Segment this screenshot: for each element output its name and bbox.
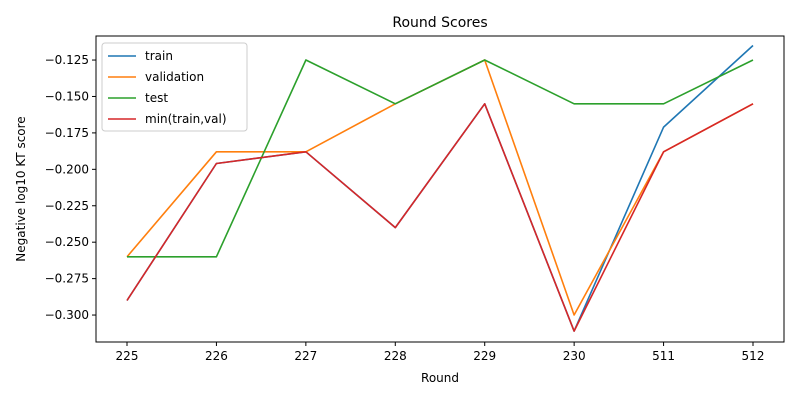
x-tick-label: 225 bbox=[116, 349, 139, 363]
x-axis: 225 226 227 228 229 230 511 512 bbox=[116, 342, 765, 363]
y-tick-label: −0.225 bbox=[45, 199, 89, 213]
legend-entry: test bbox=[145, 91, 168, 105]
legend-entry: validation bbox=[145, 70, 204, 84]
y-tick-label: −0.150 bbox=[45, 89, 89, 103]
legend-entry: train bbox=[145, 49, 173, 63]
y-axis: −0.125 −0.150 −0.175 −0.200 −0.225 −0.250 −0.2… bbox=[45, 53, 96, 322]
y-tick-label: −0.175 bbox=[45, 126, 89, 140]
y-tick-label: −0.250 bbox=[45, 235, 89, 249]
x-tick-label: 511 bbox=[652, 349, 675, 363]
series-lines bbox=[126, 44, 754, 332]
x-tick-label: 227 bbox=[294, 349, 317, 363]
y-tick-label: −0.300 bbox=[45, 308, 89, 322]
legend-box bbox=[101, 42, 248, 132]
y-tick-label: −0.125 bbox=[45, 53, 89, 67]
chart-title: Round Scores bbox=[392, 15, 487, 31]
x-tick-label: 512 bbox=[742, 349, 765, 363]
series-line-test bbox=[127, 59, 754, 258]
x-tick-label: 228 bbox=[384, 349, 407, 363]
legend: train validation test min(train,val) bbox=[101, 42, 248, 132]
x-tick-label: 226 bbox=[205, 349, 228, 363]
x-tick-label: 230 bbox=[563, 349, 586, 363]
y-tick-label: −0.200 bbox=[45, 162, 89, 176]
legend-entry: min(train,val) bbox=[145, 112, 227, 126]
series-line-min-train-val bbox=[126, 103, 754, 332]
y-axis-label: Negative log10 KT score bbox=[14, 116, 28, 261]
x-tick-label: 229 bbox=[473, 349, 496, 363]
x-axis-label: Round bbox=[421, 371, 459, 385]
y-tick-label: −0.275 bbox=[45, 272, 89, 286]
